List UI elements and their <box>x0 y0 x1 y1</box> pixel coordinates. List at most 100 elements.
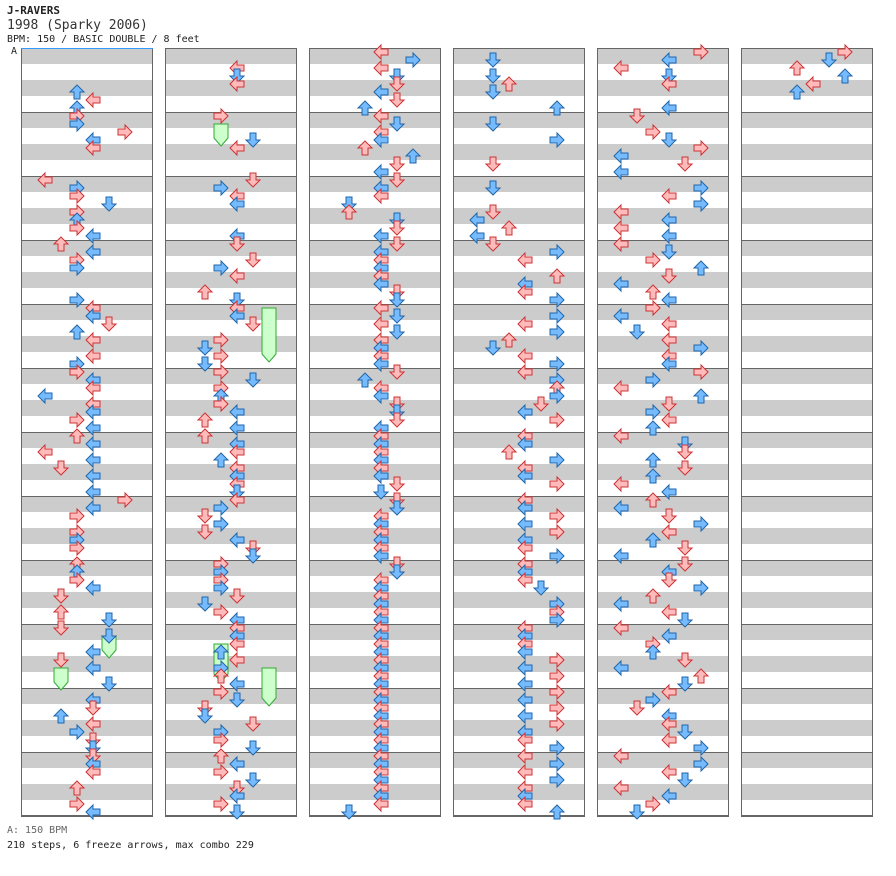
beat-stripe <box>21 528 153 544</box>
step-arrow-down <box>660 396 678 412</box>
step-arrow-right <box>69 795 85 813</box>
beat-stripe <box>309 176 441 192</box>
step-arrow-up <box>52 236 70 252</box>
beat-stripe <box>453 496 585 512</box>
step-arrow-down <box>52 652 70 668</box>
step-arrow-right <box>117 123 133 141</box>
song-title: 1998 (Sparky 2006) <box>7 18 148 33</box>
step-arrow-up <box>68 84 86 100</box>
step-arrow-right <box>693 179 709 197</box>
step-arrow-left <box>229 419 245 437</box>
step-arrow-down <box>228 484 246 500</box>
step-arrow-right <box>549 323 565 341</box>
beat-stripe <box>21 784 153 800</box>
step-arrow-down <box>628 804 646 820</box>
beat-stripe <box>597 688 729 704</box>
beat-stripe <box>309 528 441 544</box>
step-arrow-right <box>549 243 565 261</box>
step-arrow-up <box>644 492 662 508</box>
beat-stripe <box>165 336 297 352</box>
step-arrow-right <box>693 139 709 157</box>
beat-stripe <box>453 176 585 192</box>
step-arrow-left <box>85 763 101 781</box>
step-arrow-left <box>229 531 245 549</box>
step-arrow-up <box>692 260 710 276</box>
step-arrow-down <box>660 244 678 260</box>
step-arrow-left <box>373 795 389 813</box>
step-arrow-left <box>661 627 677 645</box>
step-arrow-left <box>373 107 389 125</box>
step-arrow-down <box>532 396 550 412</box>
step-arrow-left <box>85 139 101 157</box>
step-arrow-down <box>660 268 678 284</box>
beat-stripe <box>597 368 729 384</box>
step-arrow-right <box>645 251 661 269</box>
step-arrow-up <box>500 76 518 92</box>
beat-stripe <box>453 784 585 800</box>
step-arrow-left <box>661 227 677 245</box>
beat-stripe <box>597 720 729 736</box>
step-arrow-down <box>532 580 550 596</box>
step-arrow-left <box>85 579 101 597</box>
step-arrow-down <box>676 772 694 788</box>
beat-stripe <box>597 496 729 512</box>
beat-stripe <box>21 48 153 64</box>
beat-stripe <box>21 592 153 608</box>
step-arrow-left <box>661 763 677 781</box>
step-arrow-right <box>549 451 565 469</box>
step-arrow-down <box>388 364 406 380</box>
step-arrow-up <box>548 100 566 116</box>
beat-stripe <box>597 656 729 672</box>
beat-stripe <box>165 464 297 480</box>
step-arrow-right <box>837 43 853 61</box>
step-arrow-right <box>549 699 565 717</box>
step-arrow-left <box>85 227 101 245</box>
beat-stripe <box>741 144 873 160</box>
step-arrow-left <box>517 571 533 589</box>
step-arrow-left <box>661 603 677 621</box>
beat-stripe <box>597 112 729 128</box>
beat-stripe <box>21 752 153 768</box>
step-arrow-left <box>517 691 533 709</box>
step-arrow-left <box>517 363 533 381</box>
step-arrow-down <box>196 508 214 524</box>
beat-stripe <box>165 208 297 224</box>
step-arrow-right <box>549 507 565 525</box>
bpm-legend: A: 150 BPM <box>7 825 68 836</box>
step-arrow-right <box>69 219 85 237</box>
step-arrow-down <box>244 172 262 188</box>
step-arrow-right <box>549 683 565 701</box>
beat-stripe <box>21 560 153 576</box>
step-arrow-up <box>196 412 214 428</box>
step-arrow-right <box>645 691 661 709</box>
beat-stripe <box>309 432 441 448</box>
step-arrow-left <box>517 347 533 365</box>
step-arrow-left <box>517 643 533 661</box>
step-arrow-right <box>117 491 133 509</box>
beat-stripe <box>597 80 729 96</box>
step-arrow-down <box>100 196 118 212</box>
step-arrow-right <box>69 115 85 133</box>
step-arrow-left <box>613 163 629 181</box>
step-arrow-left <box>661 715 677 733</box>
step-arrow-left <box>517 659 533 677</box>
freeze-arrow <box>261 667 277 707</box>
step-arrow-down <box>372 484 390 500</box>
beat-stripe <box>453 400 585 416</box>
step-arrow-up <box>548 268 566 284</box>
step-arrow-left <box>85 643 101 661</box>
beat-stripe <box>597 432 729 448</box>
step-arrow-right <box>693 195 709 213</box>
step-arrow-down <box>484 340 502 356</box>
beat-stripe <box>597 592 729 608</box>
step-arrow-left <box>661 683 677 701</box>
step-arrow-down <box>388 172 406 188</box>
step-arrow-right <box>213 499 229 517</box>
step-arrow-down <box>228 236 246 252</box>
step-arrow-right <box>69 291 85 309</box>
beat-stripe <box>597 528 729 544</box>
step-arrow-left <box>517 515 533 533</box>
step-arrow-right <box>549 715 565 733</box>
step-arrow-left <box>229 403 245 421</box>
beat-stripe <box>453 80 585 96</box>
